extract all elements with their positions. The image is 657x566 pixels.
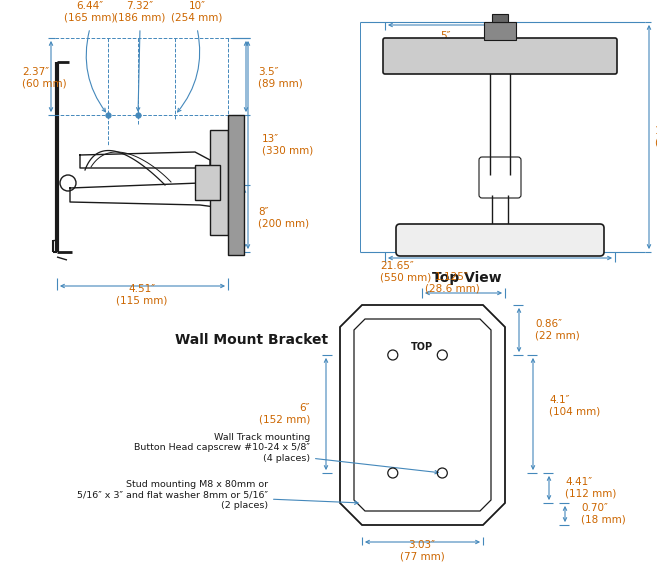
Text: 16.65″
(423 mm): 16.65″ (423 mm) [655,126,657,148]
Bar [195,165,220,200]
Text: 21.65″
(550 mm): 21.65″ (550 mm) [380,261,431,283]
Text: TOP: TOP [411,342,433,352]
Text: 3.5″
(89 mm): 3.5″ (89 mm) [258,67,303,89]
Text: 4.51″
(115 mm): 4.51″ (115 mm) [116,284,168,306]
Text: 10″
(254 mm): 10″ (254 mm) [171,1,223,23]
FancyBboxPatch shape [383,38,617,74]
Text: 7.32″
(186 mm): 7.32″ (186 mm) [114,1,166,23]
Text: 6″
(152 mm): 6″ (152 mm) [259,403,310,425]
FancyBboxPatch shape [396,224,604,256]
Bar [210,130,228,235]
Bar [492,14,508,22]
Text: 1.125″
(28.6 mm): 1.125″ (28.6 mm) [424,272,480,294]
Text: 0.70″
(18 mm): 0.70″ (18 mm) [581,503,625,525]
Text: 8″
(200 mm): 8″ (200 mm) [258,207,309,229]
Text: 5″
(128 mm): 5″ (128 mm) [419,31,470,53]
Text: Top View: Top View [432,271,502,285]
Bar [484,22,516,40]
Text: 4.1″
(104 mm): 4.1″ (104 mm) [549,395,600,417]
Text: Stud mounting M8 x 80mm or
5/16″ x 3″ and flat washer 8mm or 5/16″
(2 places): Stud mounting M8 x 80mm or 5/16″ x 3″ an… [77,480,358,510]
Text: Wall Track mounting
Button Head capscrew #10-24 x 5/8″
(4 places): Wall Track mounting Button Head capscrew… [134,433,438,474]
Text: 6.44″
(165 mm): 6.44″ (165 mm) [64,1,116,23]
Text: 13″
(330 mm): 13″ (330 mm) [262,134,313,156]
Bar [228,115,244,255]
Text: 4.41″
(112 mm): 4.41″ (112 mm) [565,477,616,499]
Text: Wall Mount Bracket: Wall Mount Bracket [175,333,328,347]
Text: 0.86″
(22 mm): 0.86″ (22 mm) [535,319,579,341]
Text: 3.03″
(77 mm): 3.03″ (77 mm) [399,540,444,562]
Text: 2.37″
(60 mm): 2.37″ (60 mm) [22,67,66,89]
